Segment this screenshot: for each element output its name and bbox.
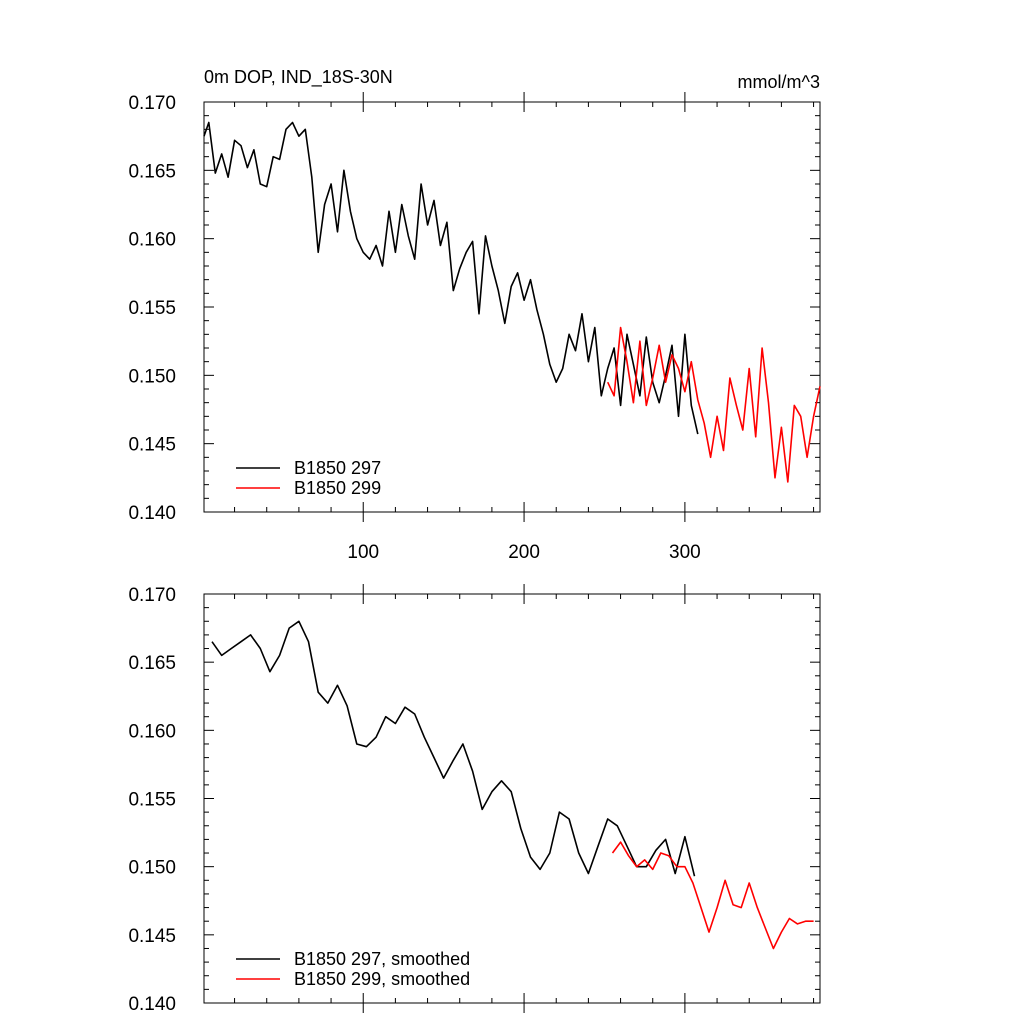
x-tick-label: 100 <box>347 542 379 563</box>
legend-label: B1850 297 <box>294 458 381 478</box>
y-tick-label: 0.155 <box>128 298 176 319</box>
y-tick-label: 0.165 <box>128 653 176 674</box>
y-tick-label: 0.170 <box>128 585 176 606</box>
legend-label: B1850 297, smoothed <box>294 949 470 969</box>
y-tick-label: 0.140 <box>128 503 176 524</box>
legend-label: B1850 299 <box>294 478 381 498</box>
x-tick-label: 300 <box>669 542 701 563</box>
y-tick-label: 0.160 <box>128 721 176 742</box>
y-tick-label: 0.155 <box>128 790 176 811</box>
series-line-2 <box>606 326 821 483</box>
x-tick-label: 200 <box>508 542 540 563</box>
y-tick-label: 0.145 <box>128 435 176 456</box>
units-label: mmol/m^3 <box>738 72 820 92</box>
y-tick-label: 0.140 <box>128 994 176 1015</box>
series-line-1 <box>203 121 699 435</box>
y-tick-label: 0.150 <box>128 858 176 879</box>
chart-panel-2: 0.170 0.165 0.160 0.155 0.150 0.145 0.140 B1850… <box>128 584 821 1015</box>
y-tick-label: 0.165 <box>128 161 176 182</box>
y-tick-label: 0.150 <box>128 366 176 387</box>
legend-label: B1850 299, smoothed <box>294 969 470 989</box>
y-tick-label: 0.145 <box>128 926 176 947</box>
series-line-2 <box>611 841 814 950</box>
series-line-1 <box>211 620 696 877</box>
y-tick-label: 0.160 <box>128 230 176 251</box>
chart-title: 0m DOP, IND_18S-30N <box>204 67 393 88</box>
chart-panel-1: 0.170 0.165 0.160 0.155 0.150 0.145 0.140 100 20… <box>128 67 821 563</box>
plot-frame <box>203 593 821 1004</box>
y-tick-label: 0.170 <box>128 93 176 114</box>
plot-frame <box>203 101 821 513</box>
